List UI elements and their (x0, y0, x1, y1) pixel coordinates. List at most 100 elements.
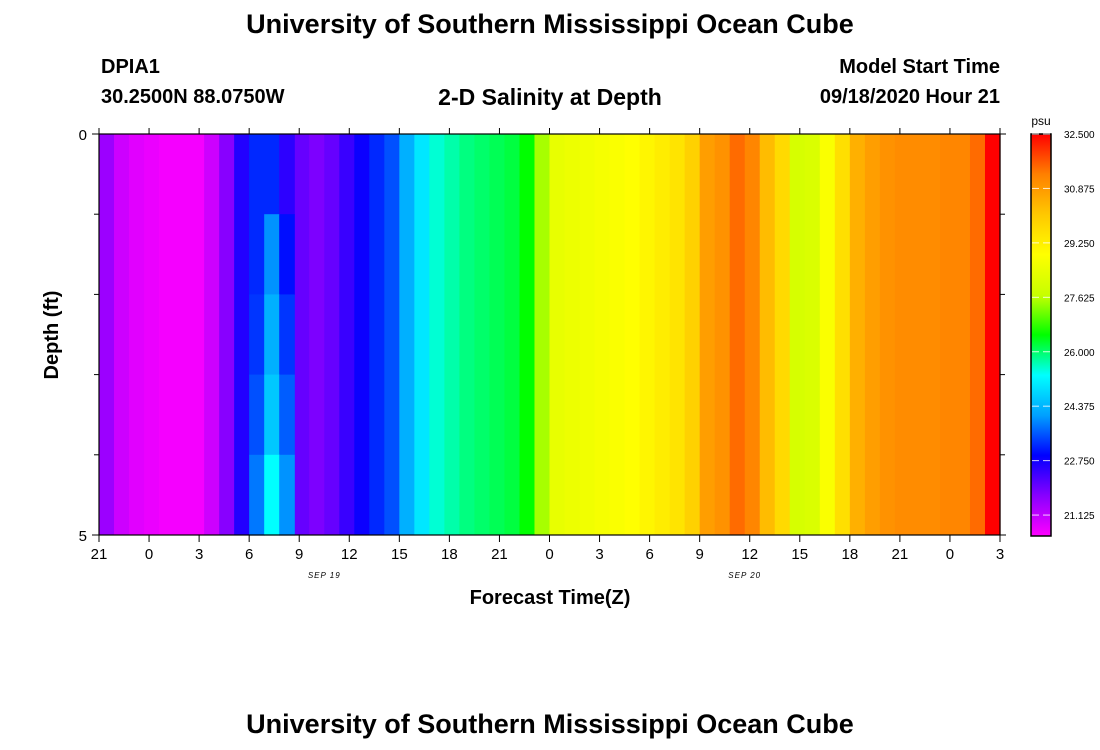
heat-cell-depth (249, 374, 265, 456)
colorbar-label: 27.625 (1064, 293, 1095, 304)
heat-cell-depth (249, 454, 265, 536)
colorbar-unit: psu (1031, 114, 1050, 128)
model-start-label: Model Start Time (839, 56, 1000, 78)
heat-cell (564, 134, 581, 535)
heat-cell-depth (264, 134, 280, 215)
heat-cell (804, 134, 821, 535)
heat-cell (174, 134, 190, 535)
x-tick-label: 21 (91, 546, 108, 563)
heat-cell (729, 134, 746, 535)
y-tick-label: 0 (79, 127, 87, 144)
heat-cell (969, 134, 986, 535)
x-tick-label: 3 (996, 546, 1004, 563)
x-tick-label: 3 (595, 546, 603, 563)
heat-cell (624, 134, 641, 535)
heat-cell (834, 134, 851, 535)
heat-cell (144, 134, 160, 535)
heat-cell (219, 134, 235, 535)
heat-cell (639, 134, 656, 535)
heat-cell (294, 134, 310, 535)
heat-cell (399, 134, 415, 535)
heat-cell (894, 134, 911, 535)
heat-cell-depth (279, 454, 295, 536)
heat-cell (849, 134, 866, 535)
heat-cell (534, 134, 551, 535)
heat-cell (114, 134, 130, 535)
x-date-label: SEP 20 (728, 571, 761, 580)
heat-cell (939, 134, 956, 535)
x-tick-label: 0 (946, 546, 954, 563)
x-tick-label: 15 (391, 546, 408, 563)
heat-cell (954, 134, 971, 535)
colorbar-label: 24.375 (1064, 402, 1095, 413)
model-start-value: 09/18/2020 Hour 21 (819, 86, 1000, 108)
heat-cell (864, 134, 881, 535)
x-tick-label: 6 (245, 546, 253, 563)
heat-cell (654, 134, 671, 535)
x-tick-label: 6 (645, 546, 653, 563)
heat-cell (474, 134, 491, 535)
colorbar-label: 32.500 (1064, 130, 1095, 141)
x-tick-label: 0 (145, 546, 153, 563)
heat-cell-depth (249, 294, 265, 376)
heat-cell (489, 134, 506, 535)
heat-cell (189, 134, 205, 535)
heat-cell-depth (249, 214, 265, 295)
heat-cell (879, 134, 896, 535)
heat-cell (504, 134, 521, 535)
heat-cell (429, 134, 445, 535)
x-tick-label: 9 (295, 546, 303, 563)
x-tick-label: 0 (545, 546, 553, 563)
x-date-label: SEP 19 (308, 571, 341, 580)
heat-cell (789, 134, 806, 535)
colorbar-scale (1030, 133, 1052, 537)
plot-subtitle: 2-D Salinity at Depth (438, 84, 662, 110)
heat-cell (204, 134, 220, 535)
heat-cell (909, 134, 926, 535)
colorbar-label: 22.750 (1064, 457, 1095, 468)
heat-cell-depth (279, 134, 295, 215)
heat-cell (819, 134, 836, 535)
colorbar-label: 21.125 (1064, 511, 1095, 522)
heat-cell (984, 134, 1001, 535)
heat-cell (129, 134, 145, 535)
colorbar-label: 30.875 (1064, 184, 1095, 195)
station-id: DPIA1 (101, 56, 160, 78)
x-tick-label: 15 (791, 546, 808, 563)
heat-cell (324, 134, 340, 535)
x-tick-label: 12 (341, 546, 358, 563)
x-tick-label: 3 (195, 546, 203, 563)
x-tick-label: 21 (892, 546, 909, 563)
heat-cell (684, 134, 701, 535)
heat-cell-depth (279, 294, 295, 376)
heat-cell (714, 134, 731, 535)
heat-cell (339, 134, 355, 535)
y-tick-label: 5 (79, 528, 87, 545)
heat-cell (414, 134, 430, 535)
heat-cell (369, 134, 385, 535)
heat-cell (924, 134, 941, 535)
heat-cell (774, 134, 791, 535)
heat-cell-depth (279, 214, 295, 295)
heat-cell (609, 134, 626, 535)
heat-cell-depth (264, 214, 280, 295)
heat-cell (744, 134, 761, 535)
heat-cell (519, 134, 536, 535)
heat-cell (594, 134, 611, 535)
x-tick-label: 12 (741, 546, 758, 563)
heat-cell (549, 134, 566, 535)
heat-cell (384, 134, 400, 535)
heat-cell (459, 134, 476, 535)
x-tick-label: 21 (491, 546, 508, 563)
heat-cell (234, 134, 250, 535)
footer-title: University of Southern Mississippi Ocean… (246, 709, 854, 739)
x-tick-label: 9 (695, 546, 703, 563)
colorbar-label: 29.250 (1064, 239, 1095, 250)
heat-cell (669, 134, 686, 535)
heat-cell (99, 134, 115, 535)
heat-cell (159, 134, 175, 535)
heat-cell (354, 134, 370, 535)
heat-cell (309, 134, 325, 535)
heat-cell-depth (264, 294, 280, 376)
